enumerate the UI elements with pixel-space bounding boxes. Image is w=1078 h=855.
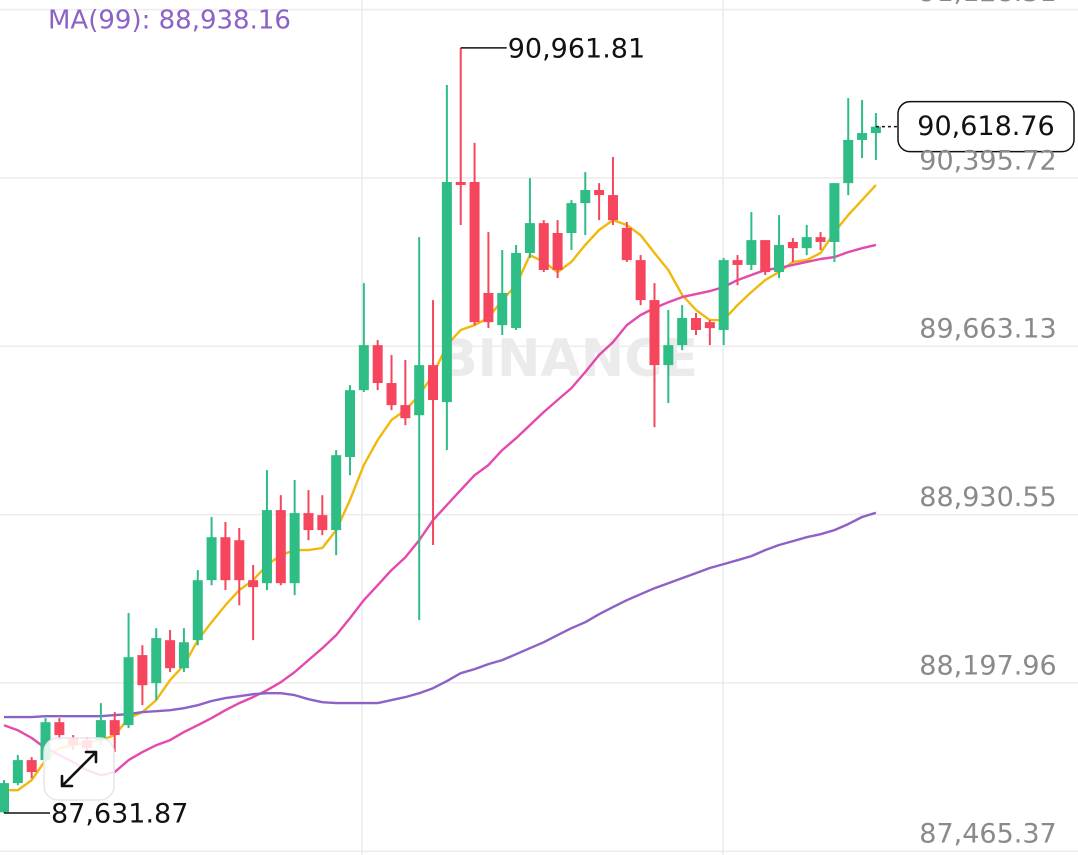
candle-body	[372, 345, 383, 384]
candle-body	[469, 181, 480, 323]
candle-body	[275, 510, 286, 584]
candle-body	[151, 638, 162, 684]
candle-body	[123, 657, 134, 726]
y-tick-label: 91,128.31	[919, 0, 1056, 8]
candle-body	[594, 190, 605, 196]
candle-body	[331, 455, 342, 531]
candle-body	[704, 322, 715, 329]
ma-label: MA(99): 88,938.16	[48, 6, 291, 36]
candle-body	[0, 783, 9, 813]
ma-line	[4, 184, 877, 792]
candle-body	[774, 244, 785, 273]
candle-body	[497, 292, 508, 326]
moving-averages	[3, 184, 877, 792]
candle-body	[801, 237, 812, 249]
candle-body	[289, 513, 300, 584]
candle-body	[843, 139, 854, 184]
candle-body	[566, 203, 577, 233]
candle-body	[26, 760, 37, 773]
candle-body	[54, 722, 65, 736]
last-price-box	[897, 100, 1075, 153]
expand-icon[interactable]	[60, 750, 98, 788]
candle-body	[358, 345, 369, 391]
candle-body	[580, 190, 591, 204]
y-tick-label: 89,663.13	[919, 314, 1056, 345]
candle-body	[635, 260, 646, 301]
candle-body	[455, 181, 466, 185]
y-tick-label: 88,197.96	[919, 650, 1056, 681]
candle-body	[607, 195, 618, 221]
candle-body	[109, 720, 120, 736]
candle-body	[165, 640, 176, 669]
candle-body	[234, 540, 245, 581]
y-tick-label: 90,395.72	[919, 145, 1056, 176]
candle-body	[663, 345, 674, 366]
candle-body	[248, 580, 259, 588]
annotation-label: 90,961.81	[508, 33, 645, 64]
last-price-label: 90,618.76	[917, 111, 1054, 142]
annotations: 90,961.81 87,631.87 90,618.76	[4, 33, 1075, 829]
candle-body	[718, 260, 729, 330]
candle-body	[303, 513, 314, 531]
candle-body	[760, 240, 771, 273]
candle-body	[524, 223, 535, 253]
candle-body	[386, 383, 397, 406]
candle-body	[428, 365, 439, 401]
candle-body	[691, 318, 701, 330]
candle-body	[192, 580, 203, 641]
candle-body	[677, 318, 688, 346]
candle-body	[95, 720, 106, 741]
candle-body	[746, 240, 757, 265]
y-tick-label: 88,930.55	[919, 482, 1056, 513]
ma-line	[3, 243, 877, 777]
candle-body	[552, 232, 563, 270]
candle-body	[829, 183, 840, 242]
candle-body	[137, 655, 148, 686]
candle-body	[40, 722, 51, 761]
ma-line	[4, 511, 877, 719]
candle-body	[815, 237, 826, 242]
candle-body	[870, 126, 881, 134]
candle-body	[206, 537, 217, 581]
candle-body	[857, 133, 868, 140]
candle-body	[220, 537, 231, 581]
expand-button[interactable]	[43, 737, 115, 801]
candle-body	[511, 252, 522, 329]
candles	[0, 47, 881, 813]
candle-body	[400, 405, 411, 419]
candle-body	[621, 227, 632, 261]
candle-body	[261, 510, 272, 584]
candle-body	[178, 642, 189, 669]
candle-body	[12, 760, 23, 784]
candle-body	[732, 260, 743, 265]
annotation-label: 87,631.87	[51, 798, 188, 829]
y-axis: 91,128.31 90,395.72 89,663.13 88,930.55 88,1…	[919, 0, 1056, 850]
candle-body	[317, 515, 328, 531]
candle-body	[483, 292, 494, 323]
y-tick-label: 87,465.37	[919, 819, 1056, 850]
candle-body	[441, 181, 452, 403]
candle-body	[787, 241, 798, 249]
candle-body	[538, 223, 549, 270]
candle-body	[649, 300, 660, 366]
candle-body	[345, 390, 355, 458]
candle-body	[414, 365, 425, 416]
